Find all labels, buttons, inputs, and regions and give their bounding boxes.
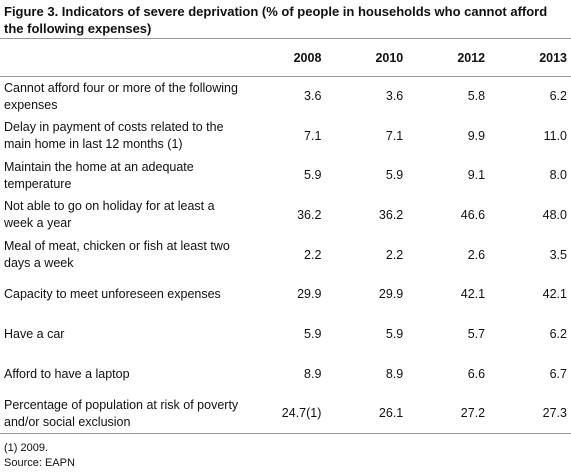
value-cell: 2.2 [304,247,322,262]
value-cell: 9.9 [467,128,486,143]
table-row: Afford to have a laptop 8.9 8.9 6.6 6.7 [0,354,571,394]
value-cell: 48.0 [542,207,567,222]
row-label: Cannot afford four or more of the follow… [4,80,238,112]
column-header: 2010 [325,38,408,77]
value-cell: 6.6 [467,366,486,381]
source-note: Source: EAPN [4,457,75,469]
value-cell: 27.2 [407,394,490,435]
value-cell: 2.2 [385,247,404,262]
table-row: Meal of meat, chicken or fish at least t… [0,235,571,275]
row-label: Percentage of population at risk of pove… [0,394,244,435]
value-cell: 36.2 [297,207,322,222]
value-cell: 29.9 [297,287,322,302]
table-row: Maintain the home at an adequate tempera… [0,156,571,196]
value-cell: 7.1 [304,128,322,143]
column-header: 2008 [243,38,326,77]
row-label: Not able to go on holiday for at least a… [4,199,215,231]
value-cell: 7.1 [385,128,404,143]
value-cell: 5.9 [304,326,322,341]
table-row: Capacity to meet unforeseen expenses 29.9… [0,275,571,315]
footnote: (1) 2009. [4,442,49,454]
row-label: Delay in payment of costs related to the… [4,120,224,152]
value-cell: 5.7 [467,326,486,341]
table-row: Have a car 5.9 5.9 5.7 6.2 [0,315,571,355]
header-row: 2008 2010 2012 2013 [0,38,571,77]
value-cell: 2.6 [467,247,486,262]
value-cell: 6.2 [549,326,567,341]
table-body: Cannot afford four or more of the follow… [0,77,571,435]
value-cell: 5.8 [467,89,486,104]
value-cell: 6.7 [549,366,567,381]
table-row: Cannot afford four or more of the follow… [0,77,571,117]
column-header: 2013 [489,38,571,77]
value-cell: 42.1 [542,287,567,302]
figure-title: Figure 3. Indicators of severe deprivati… [4,4,548,36]
value-cell: 3.6 [385,89,404,104]
value-cell: 11.0 [543,128,567,143]
value-cell: 5.9 [304,168,322,183]
column-header: 2012 [407,38,490,77]
table-row: Not able to go on holiday for at least a… [0,196,571,236]
deprivation-table: 2008 2010 2012 2013 Cannot afford four or m… [0,38,571,435]
row-label: Afford to have a laptop [4,366,130,381]
table-row: Delay in payment of costs related to the… [0,116,571,156]
value-cell: 46.6 [460,207,486,222]
value-cell: 8.0 [549,168,567,183]
value-cell: 29.9 [378,287,404,302]
value-cell: 5.9 [385,326,404,341]
value-cell: 26.1 [325,394,408,435]
value-cell: 42.1 [460,287,486,302]
value-cell: 5.9 [385,168,404,183]
table-row: Percentage of population at risk of pove… [0,394,571,435]
value-cell: 8.9 [304,366,322,381]
value-cell: 36.2 [378,207,404,222]
value-cell: 8.9 [385,366,404,381]
value-cell: 24.7(1) [243,394,326,435]
value-cell: 9.1 [467,168,486,183]
row-label: Meal of meat, chicken or fish at least t… [4,239,230,271]
header-cell [0,38,244,77]
row-label: Have a car [4,326,65,341]
value-cell: 3.6 [304,89,322,104]
row-label: Capacity to meet unforeseen expenses [4,287,221,302]
value-cell: 6.2 [549,89,567,104]
row-label: Maintain the home at an adequate tempera… [4,159,194,191]
value-cell: 3.5 [549,247,567,262]
value-cell: 27.3 [489,394,571,435]
